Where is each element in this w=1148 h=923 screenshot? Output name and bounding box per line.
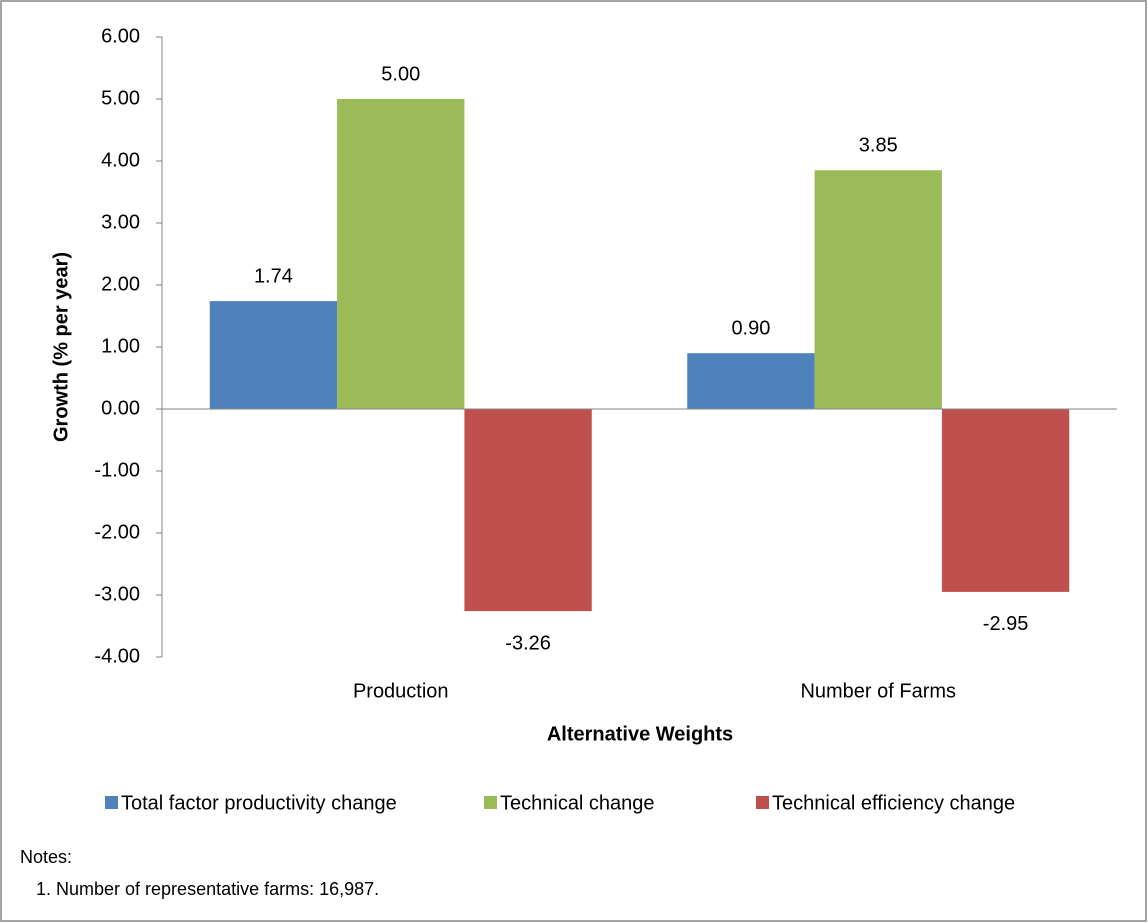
legend-label: Total factor productivity change <box>121 792 397 814</box>
legend-swatch <box>484 796 497 809</box>
data-label: 1.74 <box>254 265 293 287</box>
y-tick-label: 5.00 <box>101 87 140 109</box>
y-tick-label: 2.00 <box>101 273 140 295</box>
data-label: 5.00 <box>381 63 420 85</box>
y-tick-label: 4.00 <box>101 149 140 171</box>
y-tick-label: -1.00 <box>94 459 140 481</box>
y-tick-label: 3.00 <box>101 211 140 233</box>
x-tick-label: Number of Farms <box>800 680 956 702</box>
x-tick-label: Production <box>353 680 449 702</box>
y-tick-label: 0.00 <box>101 397 140 419</box>
data-label: 0.90 <box>731 317 770 339</box>
legend-swatch <box>105 796 118 809</box>
data-label: -2.95 <box>983 613 1029 635</box>
note-item: 1. Number of representative farms: 16,98… <box>36 879 379 899</box>
x-axis-title: Alternative Weights <box>547 723 733 745</box>
legend-swatch <box>756 796 769 809</box>
legend-label: Technical efficiency change <box>772 792 1015 814</box>
notes-title: Notes: <box>20 847 72 867</box>
bar <box>337 99 465 409</box>
bar <box>464 409 592 612</box>
bar <box>814 170 942 409</box>
y-axis-title: Growth (% per year) <box>50 252 72 442</box>
y-tick-label: -2.00 <box>94 521 140 543</box>
y-tick-label: 1.00 <box>101 335 140 357</box>
data-label: -3.26 <box>505 632 551 654</box>
data-label: 3.85 <box>859 135 898 157</box>
y-tick-label: -3.00 <box>94 583 140 605</box>
y-tick-label: -4.00 <box>94 645 140 667</box>
bar <box>687 353 815 409</box>
legend-label: Technical change <box>500 792 655 814</box>
bar <box>941 409 1070 592</box>
bar <box>209 301 338 409</box>
y-tick-label: 6.00 <box>101 25 140 47</box>
